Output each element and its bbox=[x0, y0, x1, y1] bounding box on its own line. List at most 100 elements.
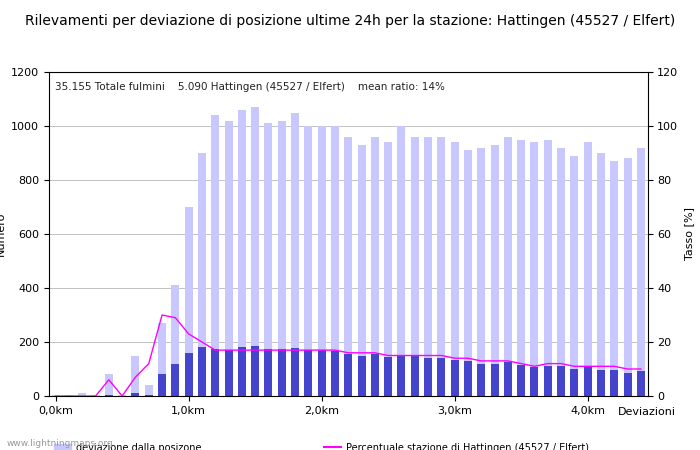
Bar bbox=[464, 150, 472, 396]
Text: Rilevamenti per deviazione di posizione ultime 24h per la stazione: Hattingen (4: Rilevamenti per deviazione di posizione … bbox=[25, 14, 675, 27]
Bar bbox=[278, 349, 286, 396]
Bar bbox=[610, 161, 618, 396]
Percentuale stazione di Hattingen (45527 / Elfert) bbox=[91, 393, 100, 399]
Percentuale stazione di Hattingen (45527 / Elfert) bbox=[52, 393, 60, 399]
Bar bbox=[105, 374, 113, 396]
Percentuale stazione di Hattingen (45527 / Elfert) bbox=[610, 364, 619, 369]
Bar bbox=[464, 361, 472, 396]
Bar bbox=[185, 353, 193, 396]
Bar bbox=[477, 148, 485, 396]
Bar bbox=[584, 367, 592, 396]
Percentuale stazione di Hattingen (45527 / Elfert) bbox=[437, 353, 446, 358]
Bar bbox=[517, 140, 525, 396]
Percentuale stazione di Hattingen (45527 / Elfert) bbox=[491, 358, 499, 364]
Percentuale stazione di Hattingen (45527 / Elfert) bbox=[304, 347, 313, 353]
Percentuale stazione di Hattingen (45527 / Elfert) bbox=[172, 315, 180, 320]
Percentuale stazione di Hattingen (45527 / Elfert) bbox=[504, 358, 512, 364]
Percentuale stazione di Hattingen (45527 / Elfert) bbox=[291, 347, 300, 353]
Bar bbox=[92, 395, 99, 396]
Percentuale stazione di Hattingen (45527 / Elfert) bbox=[331, 347, 340, 353]
Bar bbox=[211, 349, 219, 396]
Bar bbox=[304, 126, 312, 396]
Bar bbox=[544, 366, 552, 396]
Bar bbox=[158, 374, 166, 396]
Bar bbox=[198, 347, 206, 396]
Legend: deviazione dalla posizone, deviazione stazione di Hattingen (45527 / Elfert), Pe: deviazione dalla posizone, deviazione st… bbox=[54, 443, 589, 450]
Percentuale stazione di Hattingen (45527 / Elfert) bbox=[144, 361, 153, 366]
Bar bbox=[238, 110, 246, 396]
Bar bbox=[451, 142, 458, 396]
Bar bbox=[517, 365, 525, 396]
Bar bbox=[358, 145, 365, 396]
Text: www.lightningmaps.org: www.lightningmaps.org bbox=[7, 439, 113, 448]
Percentuale stazione di Hattingen (45527 / Elfert) bbox=[517, 361, 525, 366]
Bar bbox=[451, 360, 458, 396]
Percentuale stazione di Hattingen (45527 / Elfert) bbox=[185, 331, 193, 337]
Y-axis label: Tasso [%]: Tasso [%] bbox=[684, 207, 694, 261]
Bar bbox=[424, 358, 432, 396]
Bar bbox=[118, 395, 126, 396]
Percentuale stazione di Hattingen (45527 / Elfert) bbox=[371, 350, 379, 356]
Percentuale stazione di Hattingen (45527 / Elfert) bbox=[358, 350, 366, 356]
Bar bbox=[371, 137, 379, 396]
Bar bbox=[624, 158, 631, 396]
Bar bbox=[597, 369, 605, 396]
Bar bbox=[584, 142, 592, 396]
Percentuale stazione di Hattingen (45527 / Elfert) bbox=[224, 347, 232, 353]
Bar bbox=[145, 395, 153, 396]
Y-axis label: Numero: Numero bbox=[0, 212, 6, 256]
Percentuale stazione di Hattingen (45527 / Elfert) bbox=[78, 393, 87, 399]
Bar bbox=[570, 369, 578, 396]
Percentuale stazione di Hattingen (45527 / Elfert) bbox=[277, 347, 286, 353]
Bar bbox=[557, 148, 565, 396]
Percentuale stazione di Hattingen (45527 / Elfert) bbox=[317, 347, 326, 353]
Bar bbox=[52, 395, 60, 396]
Bar bbox=[304, 350, 312, 396]
Bar bbox=[105, 395, 113, 396]
Bar bbox=[544, 140, 552, 396]
Bar bbox=[198, 153, 206, 396]
Text: Deviazioni: Deviazioni bbox=[617, 407, 676, 417]
Percentuale stazione di Hattingen (45527 / Elfert) bbox=[251, 347, 259, 353]
Percentuale stazione di Hattingen (45527 / Elfert) bbox=[531, 364, 539, 369]
Bar bbox=[291, 112, 299, 396]
Bar bbox=[398, 126, 405, 396]
Percentuale stazione di Hattingen (45527 / Elfert) bbox=[583, 364, 592, 369]
Bar bbox=[225, 121, 232, 396]
Percentuale stazione di Hattingen (45527 / Elfert) bbox=[64, 393, 74, 399]
Percentuale stazione di Hattingen (45527 / Elfert) bbox=[543, 361, 552, 366]
Bar bbox=[185, 207, 193, 396]
Percentuale stazione di Hattingen (45527 / Elfert) bbox=[410, 353, 419, 358]
Bar bbox=[172, 364, 179, 396]
Percentuale stazione di Hattingen (45527 / Elfert) bbox=[398, 353, 406, 358]
Bar bbox=[491, 364, 498, 396]
Bar bbox=[624, 373, 631, 396]
Bar bbox=[265, 349, 272, 396]
Bar bbox=[158, 323, 166, 396]
Bar bbox=[251, 107, 259, 396]
Bar bbox=[491, 145, 498, 396]
Bar bbox=[557, 366, 565, 396]
Bar bbox=[145, 385, 153, 396]
Bar bbox=[570, 156, 578, 396]
Bar bbox=[371, 354, 379, 396]
Bar bbox=[637, 148, 645, 396]
Bar bbox=[265, 123, 272, 396]
Bar bbox=[211, 115, 219, 396]
Bar bbox=[411, 356, 419, 396]
Percentuale stazione di Hattingen (45527 / Elfert) bbox=[118, 393, 127, 399]
Percentuale stazione di Hattingen (45527 / Elfert) bbox=[105, 377, 113, 382]
Bar bbox=[278, 121, 286, 396]
Line: Percentuale stazione di Hattingen (45527 / Elfert): Percentuale stazione di Hattingen (45527… bbox=[56, 315, 641, 396]
Bar bbox=[411, 137, 419, 396]
Bar bbox=[238, 347, 246, 396]
Percentuale stazione di Hattingen (45527 / Elfert) bbox=[623, 366, 631, 372]
Bar bbox=[504, 137, 512, 396]
Bar bbox=[172, 285, 179, 396]
Bar bbox=[318, 350, 326, 396]
Bar bbox=[597, 153, 605, 396]
Bar bbox=[331, 126, 339, 396]
Bar bbox=[251, 346, 259, 396]
Bar bbox=[344, 354, 352, 396]
Bar bbox=[398, 355, 405, 396]
